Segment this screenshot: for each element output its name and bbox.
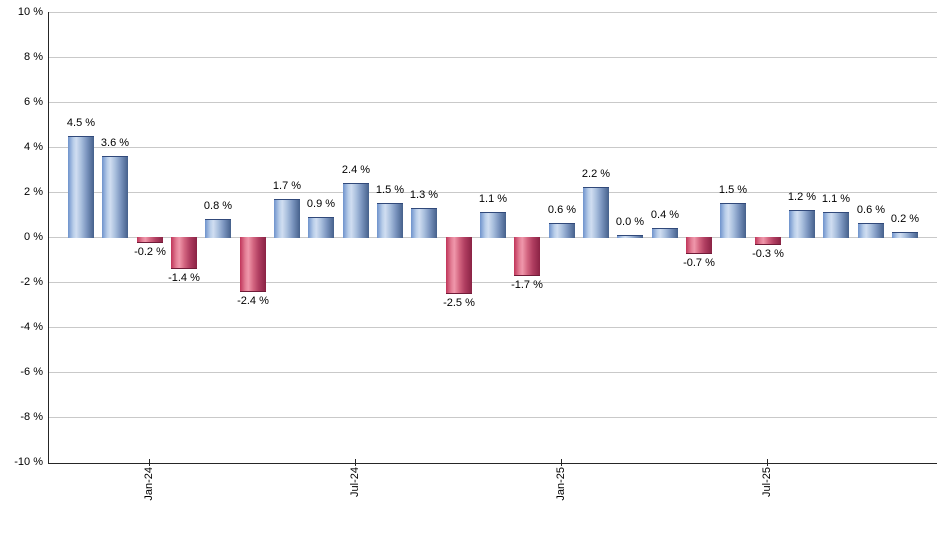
negative-bar[interactable] — [137, 237, 163, 243]
bar-value-label: 1.3 % — [409, 189, 439, 201]
x-axis-tick — [149, 459, 150, 466]
y-axis-tick-label: 6 % — [24, 96, 43, 108]
x-axis-tick — [767, 459, 768, 466]
gridline — [49, 57, 937, 58]
bar-value-label: 0.6 % — [856, 204, 886, 216]
bar-value-label: 0.0 % — [615, 216, 645, 228]
positive-bar[interactable] — [411, 208, 437, 238]
gridline — [49, 192, 937, 193]
x-axis-tick-label: Jul-24 — [349, 467, 361, 497]
y-axis-tick-label: 0 % — [24, 231, 43, 243]
bar-value-label: 1.5 % — [375, 184, 405, 196]
x-axis-tick-label: Jan-25 — [555, 467, 567, 501]
y-axis-tick-label: -10 % — [14, 456, 43, 468]
positive-bar[interactable] — [652, 228, 678, 238]
gridline — [49, 282, 937, 283]
positive-bar[interactable] — [102, 156, 128, 238]
negative-bar[interactable] — [171, 237, 197, 269]
bar-value-label: 1.1 % — [821, 193, 851, 205]
gridline — [49, 147, 937, 148]
bar-value-label: -1.7 % — [511, 279, 543, 291]
gridline — [49, 12, 937, 13]
bar-value-label: -0.3 % — [752, 248, 784, 260]
negative-bar[interactable] — [686, 237, 712, 254]
positive-bar[interactable] — [480, 212, 506, 238]
bar-value-label: 4.5 % — [66, 117, 96, 129]
negative-bar[interactable] — [514, 237, 540, 276]
positive-bar[interactable] — [343, 183, 369, 238]
positive-bar[interactable] — [617, 235, 643, 238]
positive-bar[interactable] — [858, 223, 884, 238]
positive-bar[interactable] — [892, 232, 918, 238]
bar-value-label: -2.5 % — [443, 297, 475, 309]
positive-bar[interactable] — [377, 203, 403, 238]
bar-value-label: 1.5 % — [718, 184, 748, 196]
negative-bar[interactable] — [240, 237, 266, 292]
plot-area: 4.5 % 3.6 % -0.2 % -1.4 % 0.8 % -2.4 % 1.7 % 0.… — [48, 12, 937, 464]
bar-value-label: -2.4 % — [237, 295, 269, 307]
bar-value-label: 2.2 % — [581, 168, 611, 180]
bar-value-label: 0.8 % — [203, 200, 233, 212]
x-axis-tick — [561, 459, 562, 466]
y-axis-tick-label: -8 % — [20, 411, 43, 423]
positive-bar[interactable] — [274, 199, 300, 238]
x-axis-tick-label: Jul-25 — [761, 467, 773, 497]
bar-value-label: 2.4 % — [341, 164, 371, 176]
gridline — [49, 417, 937, 418]
bar-value-label: 0.9 % — [306, 198, 336, 210]
bar-value-label: 0.6 % — [547, 204, 577, 216]
bar-value-label: 1.7 % — [272, 180, 302, 192]
negative-bar[interactable] — [446, 237, 472, 294]
gridline — [49, 372, 937, 373]
x-axis-tick-label: Jan-24 — [143, 467, 155, 501]
positive-bar[interactable] — [583, 187, 609, 238]
x-axis-tick — [355, 459, 356, 466]
bar-value-label: 0.2 % — [890, 213, 920, 225]
bar-value-label: -0.2 % — [134, 246, 166, 258]
negative-bar[interactable] — [755, 237, 781, 245]
y-axis-tick-label: -2 % — [20, 276, 43, 288]
y-axis-tick-label: 8 % — [24, 51, 43, 63]
positive-bar[interactable] — [308, 217, 334, 238]
y-axis-tick-label: 10 % — [17, 6, 43, 18]
positive-bar[interactable] — [789, 210, 815, 238]
bar-value-label: -0.7 % — [683, 257, 715, 269]
positive-bar[interactable] — [205, 219, 231, 238]
bar-value-label: 3.6 % — [100, 137, 130, 149]
y-axis-tick-label: -4 % — [20, 321, 43, 333]
y-axis-tick-label: -6 % — [20, 366, 43, 378]
gridline — [49, 327, 937, 328]
positive-bar[interactable] — [823, 212, 849, 238]
bar-value-label: 0.4 % — [650, 209, 680, 221]
gridline — [49, 102, 937, 103]
bar-value-label: 1.1 % — [478, 193, 508, 205]
positive-bar[interactable] — [549, 223, 575, 238]
y-axis-tick-label: 2 % — [24, 186, 43, 198]
positive-bar[interactable] — [68, 136, 94, 238]
positive-bar[interactable] — [720, 203, 746, 238]
bar-value-label: 1.2 % — [787, 191, 817, 203]
bar-value-label: -1.4 % — [168, 272, 200, 284]
y-axis-tick-label: 4 % — [24, 141, 43, 153]
